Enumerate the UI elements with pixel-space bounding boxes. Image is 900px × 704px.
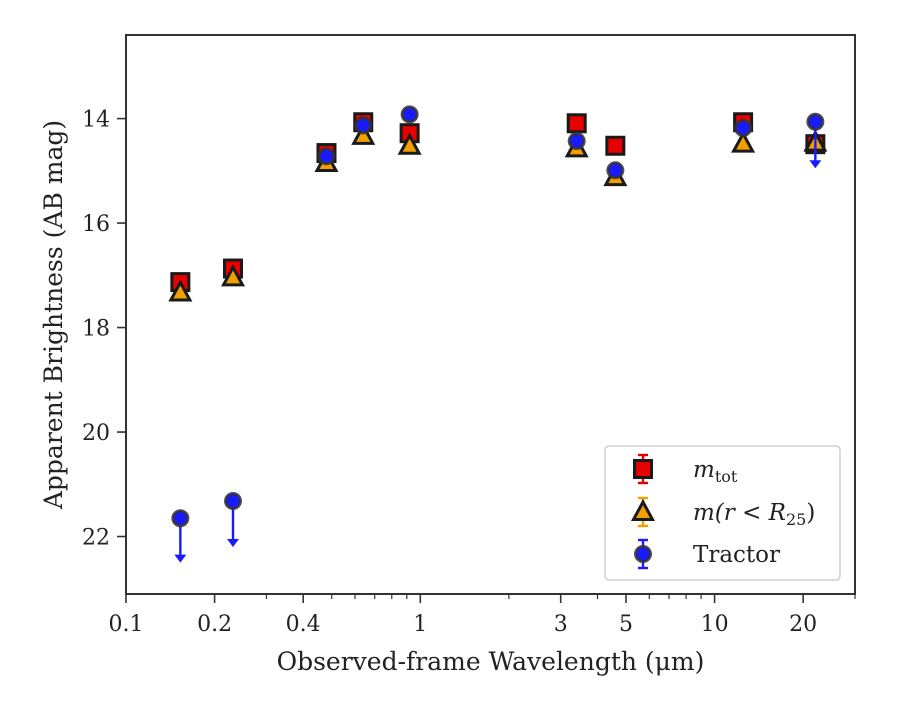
data-point <box>354 116 373 135</box>
data-point <box>397 132 422 155</box>
legend-entry: mtot <box>633 453 738 486</box>
upper-limit-arrow <box>227 538 240 547</box>
legend-label-main: m(r < R <box>693 500 786 526</box>
y-tick-label: 16 <box>82 212 110 237</box>
y-tick-label: 20 <box>82 421 110 446</box>
legend-label: mtot <box>693 457 738 486</box>
legend-marker <box>633 459 653 479</box>
legend-entry: m(r < R25) <box>630 496 815 529</box>
legend-label: m(r < R25) <box>693 500 815 529</box>
data-point <box>566 113 587 134</box>
y-tick-label: 22 <box>82 526 110 551</box>
legend-label-subscript: 25 <box>786 510 806 529</box>
upper-limit-arrow <box>174 554 187 563</box>
legend-entry: Tractor <box>634 538 780 570</box>
data-point <box>168 279 193 302</box>
data-point <box>351 122 376 145</box>
y-axis-label: Apparent Brightness (AB mag) <box>39 120 68 510</box>
legend-marker <box>634 545 652 563</box>
x-tick-label: 1 <box>413 612 427 637</box>
legend-box <box>604 445 841 581</box>
legend-marker <box>630 498 656 521</box>
data-point <box>734 118 753 137</box>
x-tick-label: 10 <box>701 612 729 637</box>
x-tick-label: 0.2 <box>197 612 232 637</box>
data-point <box>605 135 626 156</box>
legend-label-main: m <box>693 457 715 483</box>
data-point <box>806 112 825 131</box>
data-point <box>606 161 625 180</box>
x-tick-label: 0.1 <box>109 612 144 637</box>
plot-frame <box>125 34 856 595</box>
data-point <box>171 509 190 528</box>
x-tick-label: 3 <box>554 612 568 637</box>
data-point <box>317 147 336 166</box>
legend-label-end: ) <box>806 500 815 526</box>
x-axis-label: Observed-frame Wavelength (μm) <box>277 647 705 676</box>
x-tick-label: 20 <box>789 612 817 637</box>
legend-label-subscript: tot <box>715 467 738 486</box>
y-tick-label: 14 <box>82 108 110 133</box>
y-tick-label: 18 <box>82 317 110 342</box>
data-point <box>224 492 243 511</box>
data-point <box>567 132 586 151</box>
x-tick-label: 0.4 <box>286 612 321 637</box>
data-point <box>220 264 246 287</box>
series-square <box>170 112 826 293</box>
x-tick-label: 5 <box>619 612 633 637</box>
legend: mtot m(r < R25) Tractor <box>604 445 841 581</box>
data-point <box>400 105 419 124</box>
legend-label-main: Tractor <box>693 542 780 568</box>
data-point <box>731 130 756 153</box>
series-triangle <box>168 122 828 302</box>
series-circle <box>171 105 825 563</box>
upper-limit-arrow <box>809 160 822 169</box>
legend-label: Tractor <box>693 542 780 568</box>
